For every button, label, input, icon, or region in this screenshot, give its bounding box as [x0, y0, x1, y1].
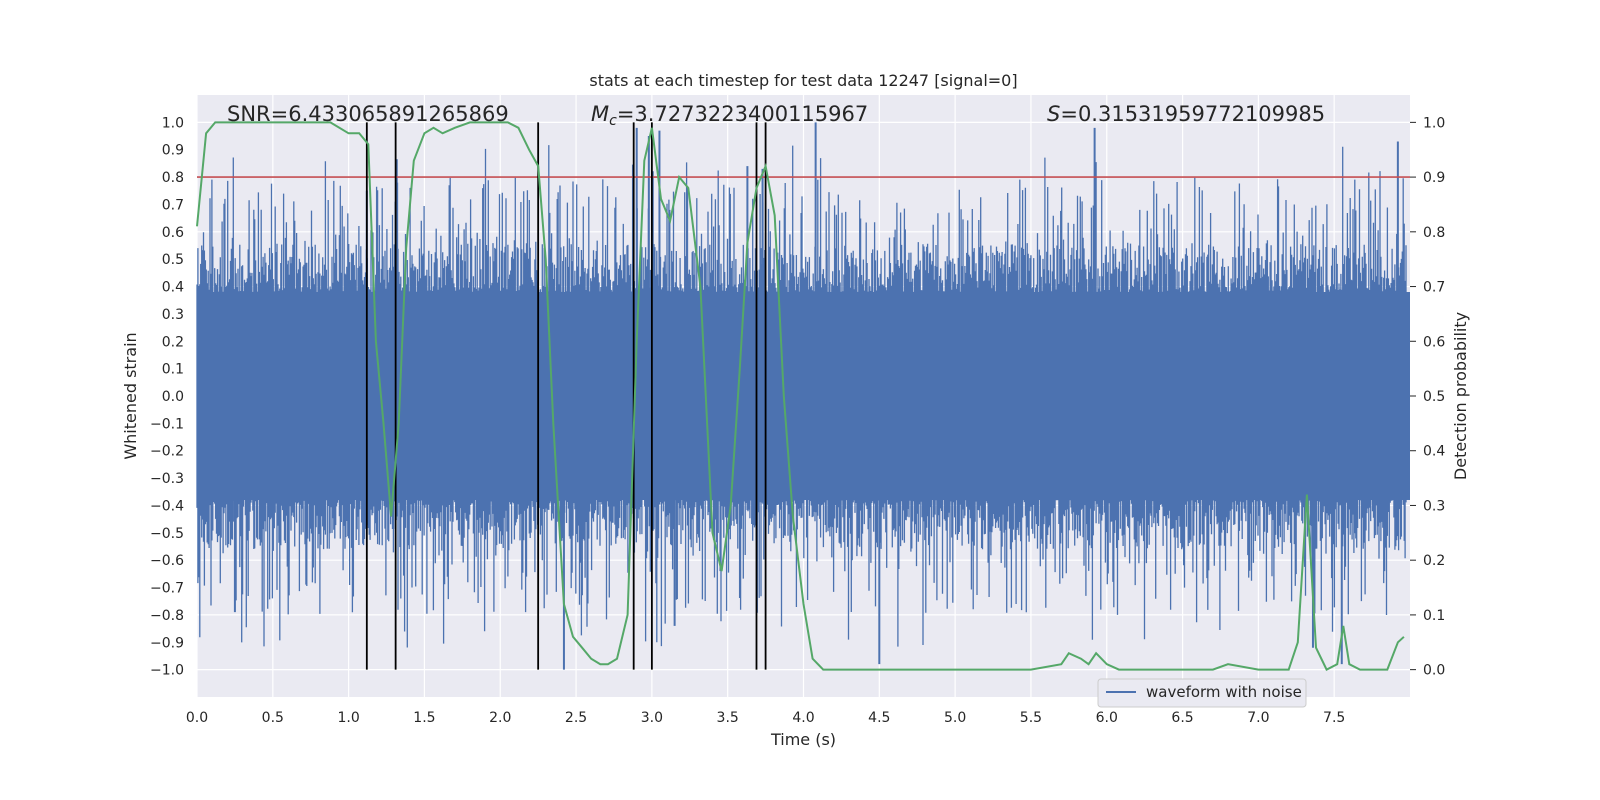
y-ticks: −1.0 −0.9 −0.8 −0.7 −0.6 −0.5 −0.4 −0.3 −0.2 −0.1…	[150, 115, 184, 678]
legend-entry-waveform: waveform with noise	[1146, 683, 1302, 701]
y2-tick-label-7: 0.7	[1423, 280, 1445, 296]
y-tick-label-14: 0.4	[162, 280, 184, 296]
x-tick-label-8: 4.0	[792, 710, 814, 726]
chirp-mass-annotation: Mc=3.7273223400115967	[591, 102, 868, 129]
mc-value: =3.7273223400115967	[617, 102, 868, 126]
y-tick-label-19: 0.9	[162, 143, 184, 159]
x-tick-label-0: 0.0	[186, 710, 208, 726]
y-tick-label-13: 0.3	[162, 307, 184, 323]
y2-tick-label-1: 0.1	[1423, 608, 1445, 624]
x-ticks: 0.0 0.5 1.0 1.5 2.0 2.5 3.0 3.5 4.0 4.5 5.0 5.5 6.0 6…	[186, 710, 1345, 726]
y-tick-label-15: 0.5	[162, 252, 184, 268]
waveform-noise-trace	[196, 145, 1407, 648]
y-tick-label-18: 0.8	[162, 170, 184, 186]
s-annotation: S=0.31531959772109985	[1047, 102, 1325, 126]
x-tick-label-6: 3.0	[641, 710, 663, 726]
y-tick-label-7: −0.3	[150, 471, 184, 487]
y2-ticks: 0.0 0.1 0.2 0.3 0.4 0.5 0.6 0.7 0.8 0.9 1.0	[1410, 115, 1445, 679]
x-tick-label-15: 7.5	[1323, 710, 1345, 726]
y2-tick-label-8: 0.8	[1423, 225, 1445, 241]
y-tick-label-6: −0.4	[150, 498, 184, 514]
x-tick-label-4: 2.0	[489, 710, 511, 726]
y-tick-label-11: 0.1	[162, 362, 184, 378]
x-tick-label-9: 4.5	[868, 710, 890, 726]
mc-subscript: c	[609, 113, 617, 129]
vertical-lines	[365, 122, 767, 670]
y-tick-label-0: −1.0	[150, 663, 184, 679]
x-tick-label-7: 3.5	[717, 710, 739, 726]
s-value: =0.31531959772109985	[1060, 102, 1325, 126]
y2-tick-label-9: 0.9	[1423, 170, 1445, 186]
chart-title: stats at each timestep for test data 122…	[589, 71, 1017, 90]
x-tick-label-12: 6.0	[1096, 710, 1118, 726]
y-tick-label-3: −0.7	[150, 581, 184, 597]
y-tick-label-17: 0.7	[162, 197, 184, 213]
y2-tick-label-2: 0.2	[1423, 553, 1445, 569]
s-symbol: S	[1047, 102, 1060, 126]
y2-tick-label-0: 0.0	[1423, 663, 1445, 679]
y2-tick-label-4: 0.4	[1423, 444, 1445, 460]
y-tick-label-8: −0.2	[150, 444, 184, 460]
y-tick-label-1: −0.9	[150, 635, 184, 651]
x-tick-label-14: 7.0	[1247, 710, 1269, 726]
y-tick-label-12: 0.2	[162, 334, 184, 350]
y-tick-label-5: −0.5	[150, 526, 184, 542]
x-tick-label-1: 0.5	[262, 710, 284, 726]
x-tick-label-2: 1.0	[337, 710, 359, 726]
probability-series	[196, 121, 1405, 671]
x-tick-label-10: 5.0	[944, 710, 966, 726]
x-axis-label: Time (s)	[770, 730, 836, 749]
legend-box	[1097, 678, 1307, 708]
y-tick-label-10: 0.0	[162, 389, 184, 405]
y-tick-label-4: −0.6	[150, 553, 184, 569]
x-tick-label-11: 5.5	[1020, 710, 1042, 726]
y-tick-label-9: −0.1	[150, 416, 184, 432]
y-tick-label-20: 1.0	[162, 115, 184, 131]
probability-line	[196, 121, 1405, 671]
y2-tick-label-5: 0.5	[1423, 389, 1445, 405]
legend: waveform with noise	[1097, 678, 1307, 708]
x-tick-label-3: 1.5	[413, 710, 435, 726]
x-tick-label-13: 6.5	[1171, 710, 1193, 726]
y-axis-label: Whitened strain	[121, 332, 140, 459]
y2-tick-label-6: 0.6	[1423, 334, 1445, 350]
mc-symbol: M	[591, 102, 609, 126]
y2-tick-label-10: 1.0	[1423, 115, 1445, 131]
y-tick-label-16: 0.6	[162, 225, 184, 241]
x-tick-label-5: 2.5	[565, 710, 587, 726]
snr-annotation: SNR=6.433065891265869	[227, 102, 509, 126]
y2-tick-label-3: 0.3	[1423, 498, 1445, 514]
y-tick-label-2: −0.8	[150, 608, 184, 624]
y2-axis-label: Detection probability	[1451, 312, 1470, 480]
